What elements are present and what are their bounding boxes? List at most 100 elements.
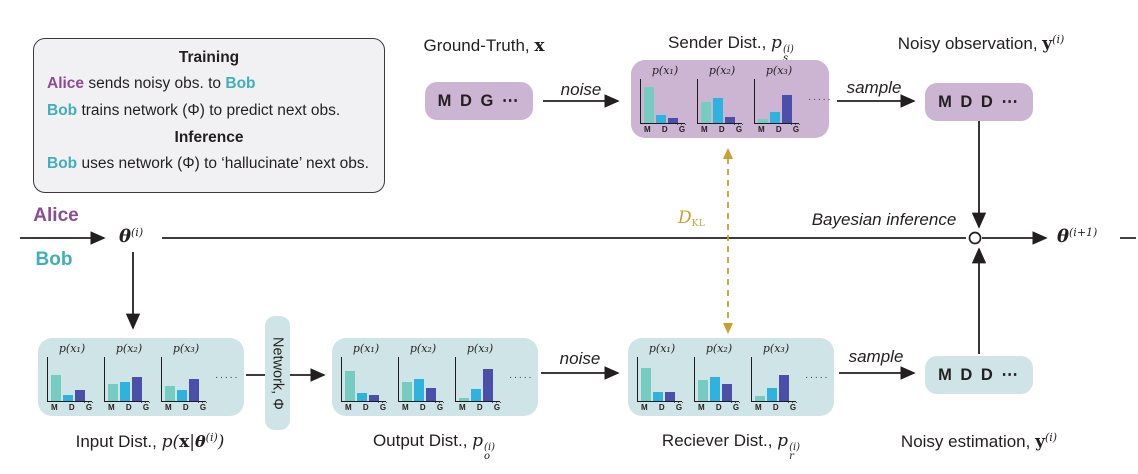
- label-text: Noisy observation,: [897, 34, 1043, 53]
- mini-bar-chart: p(x₂) ··· M D G: [398, 342, 448, 412]
- bayesian-junction-node: [968, 231, 982, 245]
- mini-chart-title: p(x₂): [708, 64, 736, 77]
- noisy-estimation-tokens-box: M D D ⋯: [925, 356, 1033, 394]
- line-text: uses network (Φ) to ‘hallucinate’ next o…: [77, 155, 369, 173]
- x-tick-labels: M D G: [755, 403, 801, 412]
- bar-G: [725, 117, 735, 123]
- mini-chart-plot: ···: [398, 357, 445, 407]
- superscript: (i): [789, 442, 801, 453]
- ellipsis-dots: ·····: [509, 371, 534, 383]
- subscript: s: [782, 53, 789, 64]
- bar-G: [189, 379, 199, 401]
- x-tick-labels: M D G: [644, 125, 690, 134]
- baseline-dots: ···: [676, 119, 688, 129]
- baseline-dots: ···: [83, 397, 95, 407]
- mini-chart-title: p(x₁): [352, 342, 380, 355]
- line-text: trains network (Φ) to predict next obs.: [77, 101, 341, 119]
- theta-i-plus-1-node: θ(i+1): [1057, 226, 1097, 247]
- bar-D: [713, 98, 723, 123]
- math-subsup: (i) o: [484, 442, 496, 462]
- bob-word: Bob: [225, 74, 256, 92]
- superscript: (i): [1052, 33, 1065, 46]
- bar-M: [644, 87, 654, 123]
- bar-D: [357, 393, 367, 401]
- sample-label-bottom: sample: [848, 347, 904, 366]
- superscript: (i): [205, 431, 218, 444]
- bar-G: [369, 395, 379, 401]
- bar-M: [402, 382, 412, 401]
- input-dist-label: Input Dist., p(x|θ(i)): [76, 431, 225, 452]
- receiver-dist-label: Reciever Dist., p (i) r: [661, 431, 801, 462]
- baseline-dots: ···: [491, 397, 503, 407]
- bar-G: [483, 369, 493, 401]
- baseline-dots: ···: [197, 397, 209, 407]
- bar-M: [345, 371, 355, 401]
- ellipsis-dots: ·····: [215, 371, 240, 383]
- bar-G: [426, 388, 436, 401]
- ground-truth-label: Ground-Truth, x: [424, 36, 545, 56]
- superscript: (i+1): [1069, 226, 1098, 239]
- subscript: KL: [691, 219, 706, 229]
- mini-chart-plot: ···: [637, 357, 684, 407]
- bar-D: [770, 112, 780, 123]
- math-subsup: (i) s: [782, 44, 794, 64]
- mini-chart-title: p(x₁): [58, 342, 86, 355]
- x-tick-labels: M D G: [459, 403, 505, 412]
- baseline-dots: ···: [673, 397, 685, 407]
- bar-D: [710, 377, 720, 401]
- alice-label: Alice: [33, 205, 79, 226]
- mini-bar-chart: p(x₃) ··· M D G: [455, 342, 505, 412]
- bar-D: [767, 388, 777, 401]
- bar-D: [656, 115, 666, 123]
- sample-label-top: sample: [846, 78, 902, 97]
- x-tick-labels: M D G: [51, 403, 97, 412]
- bob-word: Bob: [47, 101, 78, 119]
- bar-G: [75, 390, 85, 401]
- label-text: Noisy estimation,: [900, 432, 1036, 451]
- training-line-2: Bob trains network (Φ) to predict next o…: [47, 102, 371, 120]
- bar-G: [665, 392, 675, 401]
- bar-M: [698, 380, 708, 401]
- bar-G: [779, 375, 789, 401]
- legend-box: Training Alice sends noisy obs. to Bob B…: [33, 38, 385, 193]
- baseline-dots: ···: [377, 397, 389, 407]
- bar-D: [471, 389, 481, 401]
- x-tick-labels: M D G: [701, 125, 747, 134]
- bar-G: [668, 118, 678, 123]
- bar-M: [165, 386, 175, 401]
- baseline-dots: ···: [787, 397, 799, 407]
- training-heading: Training: [178, 49, 240, 66]
- mini-chart-title: p(x₃): [762, 342, 790, 355]
- label-text: Input Dist.,: [75, 432, 162, 451]
- label-text: Reciever Dist.,: [661, 431, 778, 450]
- x-tick-labels: M D G: [641, 403, 687, 412]
- noise-label-top: noise: [560, 80, 602, 99]
- math-x: x: [179, 432, 190, 452]
- baseline-dots: ···: [730, 397, 742, 407]
- bar-M: [701, 102, 711, 123]
- math-theta: θ: [119, 226, 132, 247]
- mini-bar-chart: p(x₁) ··· M D G: [640, 64, 690, 134]
- alice-word: Alice: [47, 74, 85, 92]
- bar-D: [177, 390, 187, 401]
- math-y: y: [1035, 432, 1045, 452]
- bar-D: [414, 379, 424, 401]
- superscript: (i): [782, 44, 794, 55]
- superscript: (i): [484, 442, 496, 453]
- dkl-arrowhead-up: [723, 148, 733, 159]
- bar-M: [758, 119, 768, 123]
- inference-heading: Inference: [174, 129, 244, 147]
- mini-bar-chart: p(x₁) ··· M D G: [47, 342, 97, 412]
- mini-chart-title: p(x₂): [115, 342, 143, 355]
- ground-truth-tokens-box: M D G ⋯: [425, 82, 533, 120]
- math-bar: |: [189, 432, 195, 452]
- bar-D: [120, 382, 130, 401]
- dkl-arrowhead-down: [723, 323, 733, 334]
- mini-bar-chart: p(x₂) ··· M D G: [104, 342, 154, 412]
